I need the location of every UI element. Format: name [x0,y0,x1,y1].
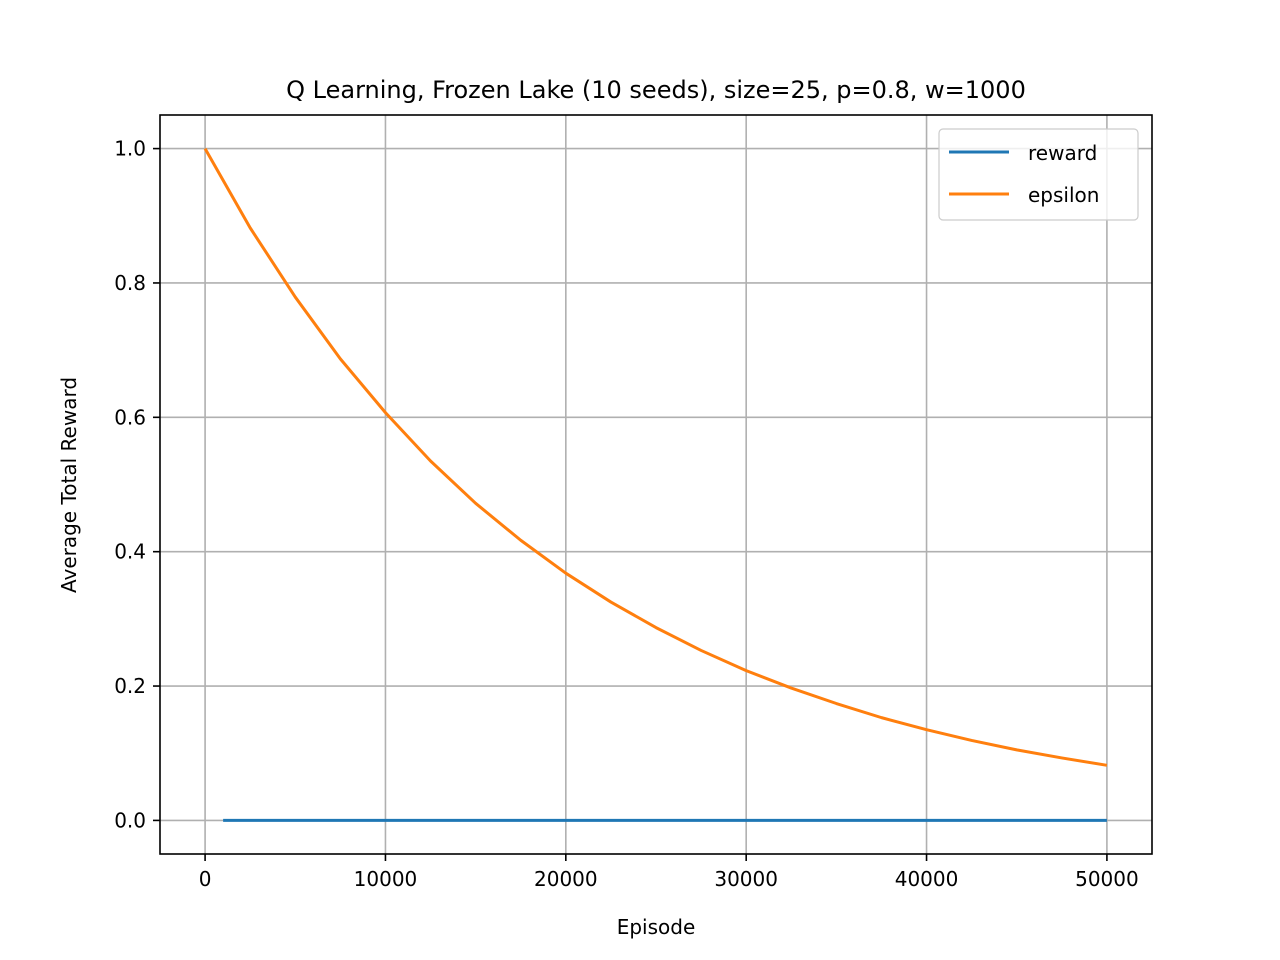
x-tick-label: 0 [199,867,212,891]
legend: reward epsilon [938,128,1139,221]
x-axis: 0 10000 20000 30000 40000 50000 [199,854,1139,891]
x-tick-label: 20000 [534,867,598,891]
legend-label-reward: reward [1028,141,1097,165]
plot-frame [159,114,1153,855]
grid [160,115,1152,854]
y-tick-label: 0.0 [114,808,146,832]
series-line-epsilon [203,147,1108,767]
x-tick-label: 10000 [354,867,418,891]
y-tick-label: 1.0 [114,137,146,161]
legend-label-epsilon: epsilon [1028,183,1099,207]
y-axis: 0.0 0.2 0.4 0.6 0.8 1.0 [114,137,160,832]
y-tick-label: 0.2 [114,674,146,698]
y-tick-label: 0.4 [114,540,146,564]
y-tick-label: 0.8 [114,271,146,295]
x-tick-label: 30000 [714,867,778,891]
series-layer [203,147,1108,822]
chart-title: Q Learning, Frozen Lake (10 seeds), size… [286,76,1026,104]
y-axis-label: Average Total Reward [57,377,81,593]
x-tick-label: 40000 [895,867,959,891]
x-tick-label: 50000 [1075,867,1139,891]
x-axis-label: Episode [617,915,696,939]
y-tick-label: 0.6 [114,405,146,429]
